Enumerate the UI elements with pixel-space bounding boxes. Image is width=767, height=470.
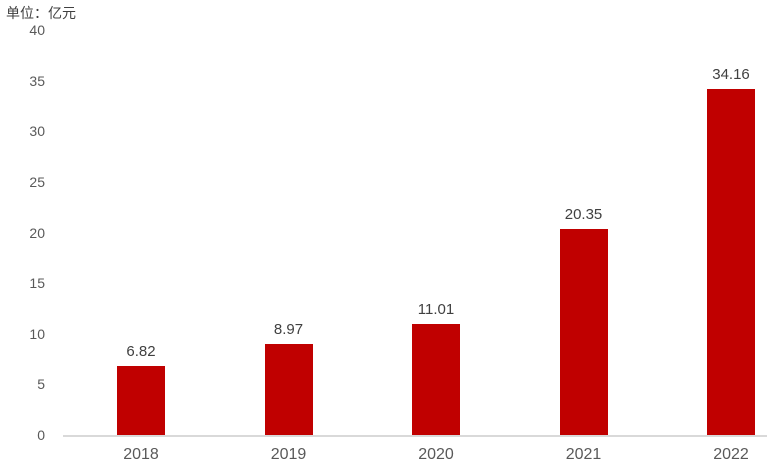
y-tick-label: 25 <box>29 173 45 190</box>
y-tick-label: 20 <box>29 224 45 241</box>
y-tick-label: 35 <box>29 72 45 89</box>
y-tick-label: 15 <box>29 275 45 292</box>
bar-2018 <box>117 365 165 435</box>
bar-2021 <box>559 228 608 435</box>
y-tick-label: 0 <box>37 427 45 443</box>
y-tick-label: 10 <box>29 325 45 342</box>
x-tick-label: 2021 <box>565 446 602 463</box>
bar-value-label: 11.01 <box>417 300 455 318</box>
x-tick-label: 2019 <box>270 446 307 463</box>
bar-2019 <box>264 344 313 435</box>
bar-value-label: 8.97 <box>273 321 304 339</box>
bar-value-label: 6.82 <box>126 342 156 360</box>
bar-2022 <box>707 89 755 435</box>
y-tick-label: 30 <box>29 123 45 140</box>
bar-value-label: 20.35 <box>564 205 603 223</box>
unit-label: 单位：亿元 <box>6 5 76 21</box>
bar-2020 <box>412 323 460 435</box>
x-tick-label: 2018 <box>123 446 159 463</box>
x-tick-label: 2022 <box>713 446 749 463</box>
y-tick-label: 5 <box>37 376 45 393</box>
y-tick-label: 40 <box>29 22 45 38</box>
x-tick-label: 2020 <box>418 446 454 463</box>
x-axis-line <box>63 435 767 437</box>
bar-value-label: 34.16 <box>712 66 750 84</box>
